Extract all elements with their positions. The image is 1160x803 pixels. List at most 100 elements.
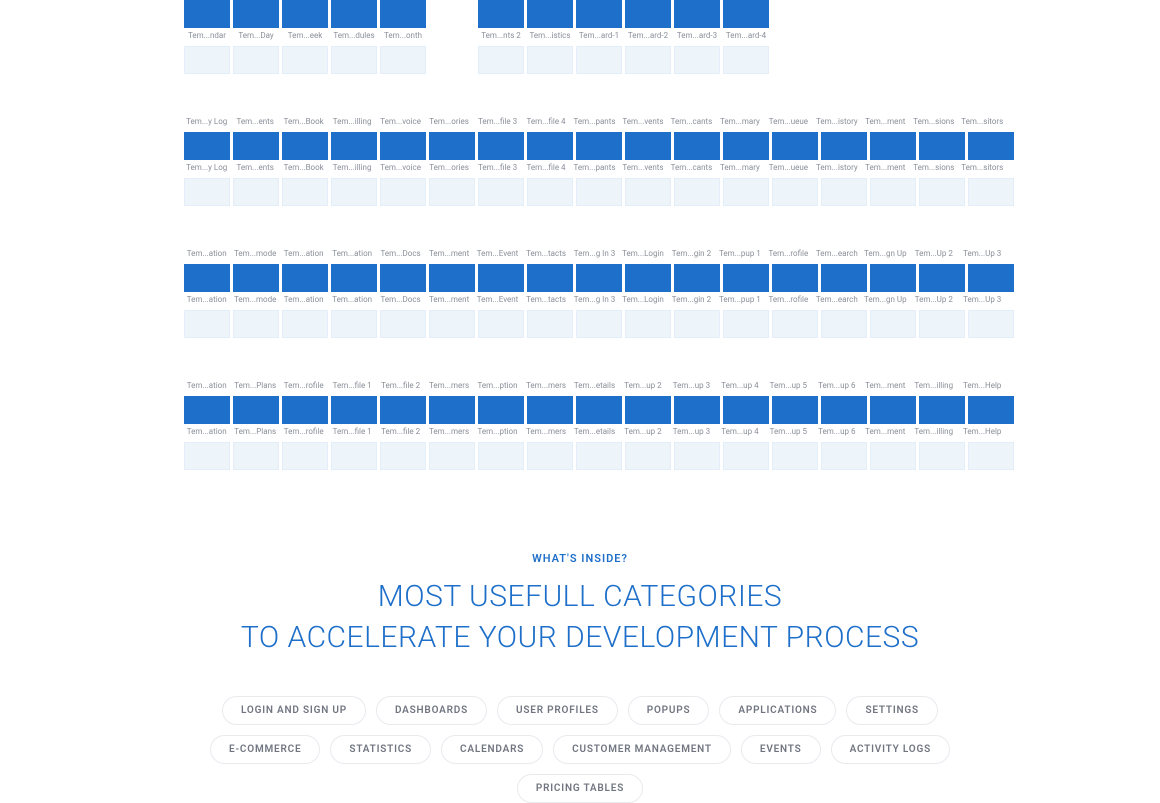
template-thumb[interactable] — [968, 396, 1014, 424]
template-thumb[interactable] — [723, 264, 769, 292]
template-thumb[interactable] — [870, 396, 916, 424]
template-thumb[interactable] — [527, 396, 573, 424]
template-thumb[interactable] — [184, 132, 230, 160]
template-thumb[interactable] — [380, 0, 426, 28]
template-thumb[interactable] — [331, 178, 377, 206]
template-thumb[interactable] — [674, 132, 720, 160]
template-thumb[interactable] — [576, 442, 622, 470]
template-thumb[interactable] — [625, 0, 671, 28]
template-thumb[interactable] — [478, 0, 524, 28]
template-thumb[interactable] — [478, 442, 524, 470]
template-thumb[interactable] — [576, 132, 622, 160]
template-thumb[interactable] — [772, 310, 818, 338]
template-thumb[interactable] — [723, 178, 769, 206]
category-pill[interactable]: CUSTOMER MANAGEMENT — [553, 735, 731, 764]
template-thumb[interactable] — [527, 178, 573, 206]
template-thumb[interactable] — [625, 132, 671, 160]
template-thumb[interactable] — [821, 442, 867, 470]
template-thumb[interactable] — [527, 0, 573, 28]
category-pill[interactable]: SETTINGS — [846, 696, 938, 725]
template-thumb[interactable] — [282, 396, 328, 424]
template-thumb[interactable] — [527, 264, 573, 292]
category-pill[interactable]: APPLICATIONS — [719, 696, 836, 725]
template-thumb[interactable] — [282, 132, 328, 160]
category-pill[interactable]: CALENDARS — [441, 735, 543, 764]
template-thumb[interactable] — [184, 310, 230, 338]
template-thumb[interactable] — [478, 310, 524, 338]
template-thumb[interactable] — [380, 310, 426, 338]
category-pill[interactable]: ACTIVITY LOGS — [831, 735, 950, 764]
template-thumb[interactable] — [331, 0, 377, 28]
template-thumb[interactable] — [184, 396, 230, 424]
template-thumb[interactable] — [429, 310, 475, 338]
template-thumb[interactable] — [674, 442, 720, 470]
template-thumb[interactable] — [674, 264, 720, 292]
template-thumb[interactable] — [282, 46, 328, 74]
template-thumb[interactable] — [331, 264, 377, 292]
template-thumb[interactable] — [674, 178, 720, 206]
template-thumb[interactable] — [723, 132, 769, 160]
template-thumb[interactable] — [723, 442, 769, 470]
category-pill[interactable]: EVENTS — [741, 735, 821, 764]
template-thumb[interactable] — [184, 46, 230, 74]
template-thumb[interactable] — [527, 132, 573, 160]
template-thumb[interactable] — [527, 46, 573, 74]
template-thumb[interactable] — [625, 442, 671, 470]
template-thumb[interactable] — [674, 396, 720, 424]
template-thumb[interactable] — [282, 264, 328, 292]
template-thumb[interactable] — [870, 264, 916, 292]
template-thumb[interactable] — [821, 132, 867, 160]
category-pill[interactable]: PRICING TABLES — [517, 774, 643, 803]
category-pill[interactable]: STATISTICS — [330, 735, 431, 764]
template-thumb[interactable] — [821, 310, 867, 338]
template-thumb[interactable] — [919, 396, 965, 424]
template-thumb[interactable] — [772, 442, 818, 470]
template-thumb[interactable] — [331, 46, 377, 74]
template-thumb[interactable] — [821, 396, 867, 424]
category-pill[interactable]: DASHBOARDS — [376, 696, 487, 725]
template-thumb[interactable] — [478, 264, 524, 292]
template-thumb[interactable] — [919, 264, 965, 292]
template-thumb[interactable] — [870, 442, 916, 470]
template-thumb[interactable] — [772, 132, 818, 160]
template-thumb[interactable] — [331, 396, 377, 424]
template-thumb[interactable] — [674, 310, 720, 338]
template-thumb[interactable] — [282, 0, 328, 28]
template-thumb[interactable] — [772, 178, 818, 206]
category-pill[interactable]: USER PROFILES — [497, 696, 618, 725]
template-thumb[interactable] — [380, 396, 426, 424]
template-thumb[interactable] — [968, 310, 1014, 338]
template-thumb[interactable] — [233, 0, 279, 28]
template-thumb[interactable] — [625, 310, 671, 338]
template-thumb[interactable] — [919, 442, 965, 470]
template-thumb[interactable] — [233, 310, 279, 338]
template-thumb[interactable] — [968, 264, 1014, 292]
template-thumb[interactable] — [380, 442, 426, 470]
template-thumb[interactable] — [625, 46, 671, 74]
template-thumb[interactable] — [233, 442, 279, 470]
template-thumb[interactable] — [821, 178, 867, 206]
template-thumb[interactable] — [625, 178, 671, 206]
template-thumb[interactable] — [380, 132, 426, 160]
template-thumb[interactable] — [576, 178, 622, 206]
template-thumb[interactable] — [576, 396, 622, 424]
template-thumb[interactable] — [919, 310, 965, 338]
template-thumb[interactable] — [870, 310, 916, 338]
category-pill[interactable]: POPUPS — [628, 696, 710, 725]
template-thumb[interactable] — [968, 178, 1014, 206]
template-thumb[interactable] — [870, 132, 916, 160]
template-thumb[interactable] — [429, 442, 475, 470]
template-thumb[interactable] — [478, 46, 524, 74]
template-thumb[interactable] — [576, 0, 622, 28]
template-thumb[interactable] — [919, 178, 965, 206]
template-thumb[interactable] — [429, 132, 475, 160]
template-thumb[interactable] — [429, 264, 475, 292]
template-thumb[interactable] — [282, 442, 328, 470]
template-thumb[interactable] — [576, 46, 622, 74]
category-pill[interactable]: E-COMMERCE — [210, 735, 320, 764]
template-thumb[interactable] — [576, 264, 622, 292]
template-thumb[interactable] — [723, 46, 769, 74]
template-thumb[interactable] — [821, 264, 867, 292]
template-thumb[interactable] — [233, 178, 279, 206]
template-thumb[interactable] — [184, 178, 230, 206]
